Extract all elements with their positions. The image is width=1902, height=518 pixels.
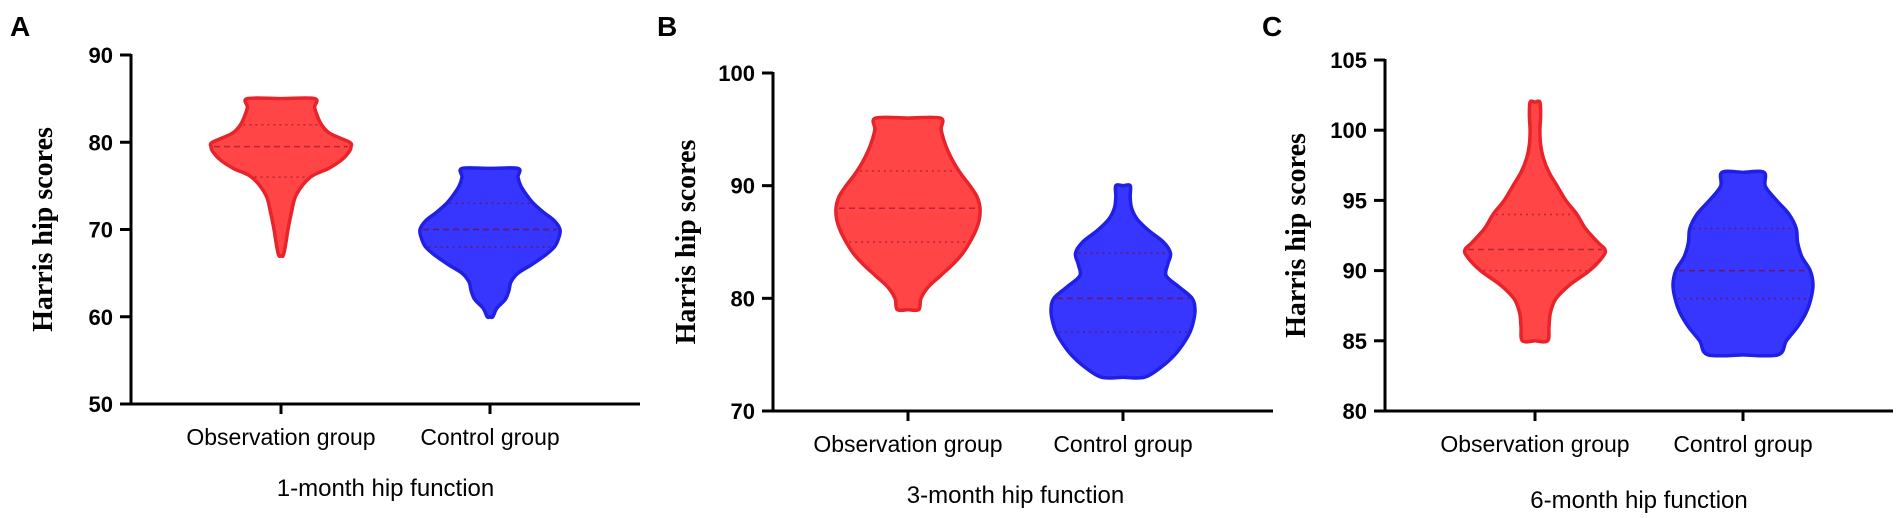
violin-control-group [418, 166, 562, 320]
y-tick-label: 90 [731, 174, 755, 199]
y-tick-label: 100 [1330, 118, 1367, 143]
y-tick-label: 95 [1343, 188, 1367, 213]
y-tick-label: 50 [89, 392, 113, 417]
y-tick-label: 70 [731, 399, 755, 424]
category-label: Observation group [813, 431, 1002, 457]
panel-a: A 50 60 70 80 90 Harris hip scores 1-month hip … [10, 11, 640, 502]
y-tick-label: 80 [89, 130, 113, 155]
violin-control-group [1671, 169, 1815, 358]
panel-letter: C [1262, 11, 1282, 42]
x-axis-title: 3-month hip function [907, 482, 1124, 509]
panel-b: B 70 80 90 100 Harris hip scores 3-month hip f… [657, 11, 1273, 509]
category-label: Observation group [1440, 431, 1629, 457]
y-axis-title: Harris hip scores [28, 127, 59, 332]
violin-observation-group [208, 96, 354, 259]
y-tick-label: 100 [718, 61, 755, 86]
violin-observation-group [834, 115, 982, 313]
panel-letter: A [10, 11, 30, 42]
panel-c: C 80 85 90 95 100 105 Harris hip scores 6-month … [1262, 11, 1893, 514]
y-axis-title: Harris hip scores [1281, 133, 1312, 338]
category-label: Observation group [186, 424, 375, 450]
y-tick-label: 60 [89, 305, 113, 330]
y-tick-label: 105 [1330, 48, 1367, 73]
y-tick-label: 90 [89, 43, 113, 68]
violin-observation-group [1462, 99, 1608, 344]
y-tick-label: 90 [1343, 259, 1367, 284]
category-label: Control group [1673, 431, 1812, 457]
category-label: Control group [420, 424, 559, 450]
x-axis-title: 1-month hip function [277, 475, 494, 502]
panel-letter: B [657, 11, 677, 42]
y-axis-title: Harris hip scores [671, 139, 702, 344]
category-label: Control group [1053, 431, 1192, 457]
y-tick-label: 70 [89, 218, 113, 243]
violin-control-group [1049, 183, 1197, 380]
y-tick-label: 80 [1343, 399, 1367, 424]
y-tick-label: 85 [1343, 329, 1367, 354]
x-axis-title: 6-month hip function [1530, 487, 1747, 514]
y-tick-label: 80 [731, 286, 755, 311]
